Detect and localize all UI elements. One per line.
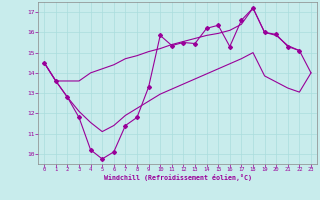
X-axis label: Windchill (Refroidissement éolien,°C): Windchill (Refroidissement éolien,°C) [104, 174, 252, 181]
